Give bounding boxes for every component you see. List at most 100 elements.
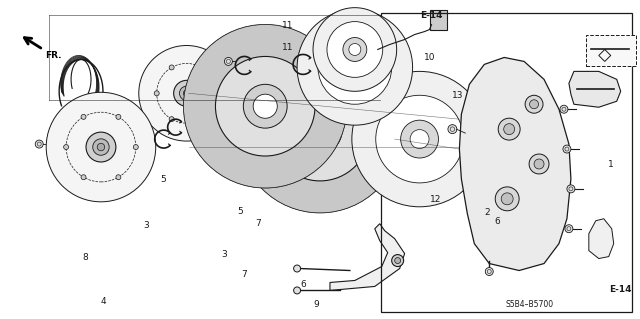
Text: 10: 10 <box>424 53 435 62</box>
Circle shape <box>212 53 318 159</box>
Circle shape <box>116 175 121 180</box>
Circle shape <box>327 22 383 78</box>
Text: 13: 13 <box>452 91 463 100</box>
Text: E-14: E-14 <box>420 11 443 20</box>
Circle shape <box>225 57 232 65</box>
Circle shape <box>504 124 515 135</box>
Circle shape <box>253 94 277 118</box>
Circle shape <box>298 109 342 153</box>
Circle shape <box>81 175 86 180</box>
Circle shape <box>116 115 121 119</box>
Circle shape <box>214 91 219 96</box>
Circle shape <box>154 91 159 96</box>
Circle shape <box>495 187 519 211</box>
Text: 9: 9 <box>313 300 319 309</box>
Circle shape <box>267 78 373 184</box>
Circle shape <box>529 154 549 174</box>
Circle shape <box>352 71 487 207</box>
Circle shape <box>563 145 571 153</box>
Text: 2: 2 <box>484 208 490 217</box>
Circle shape <box>270 81 370 181</box>
Circle shape <box>343 38 367 62</box>
Circle shape <box>264 75 376 187</box>
Text: FR.: FR. <box>45 51 61 61</box>
Circle shape <box>243 84 287 128</box>
Circle shape <box>534 159 544 169</box>
Circle shape <box>46 92 156 202</box>
Circle shape <box>410 130 429 149</box>
Circle shape <box>86 132 116 162</box>
Circle shape <box>294 287 301 294</box>
Circle shape <box>209 50 321 162</box>
Polygon shape <box>569 71 621 107</box>
Text: 4: 4 <box>100 297 106 306</box>
Circle shape <box>196 37 334 175</box>
Circle shape <box>93 139 109 155</box>
Circle shape <box>401 120 438 158</box>
Circle shape <box>529 100 538 109</box>
Circle shape <box>183 90 190 97</box>
Circle shape <box>179 86 194 100</box>
Circle shape <box>199 117 204 122</box>
Circle shape <box>392 255 404 267</box>
Circle shape <box>254 65 386 197</box>
Polygon shape <box>460 57 571 271</box>
Circle shape <box>448 125 457 134</box>
Text: 12: 12 <box>430 195 441 204</box>
Circle shape <box>35 140 44 148</box>
Circle shape <box>565 225 573 233</box>
Text: 3: 3 <box>143 221 148 230</box>
Circle shape <box>200 41 331 172</box>
Circle shape <box>313 8 397 91</box>
Circle shape <box>308 119 332 143</box>
Circle shape <box>199 65 204 70</box>
Circle shape <box>184 25 347 188</box>
Circle shape <box>144 82 152 90</box>
Text: 5: 5 <box>160 175 166 184</box>
Circle shape <box>238 49 402 213</box>
Circle shape <box>347 59 363 75</box>
Circle shape <box>560 105 568 113</box>
Circle shape <box>376 95 463 183</box>
Circle shape <box>206 47 324 166</box>
Circle shape <box>485 268 493 276</box>
Circle shape <box>190 31 340 182</box>
Circle shape <box>133 145 138 150</box>
Text: S5B4–B5700: S5B4–B5700 <box>505 300 553 309</box>
Circle shape <box>349 43 361 56</box>
Circle shape <box>173 80 200 106</box>
Bar <box>381 13 632 312</box>
Circle shape <box>294 265 301 272</box>
Circle shape <box>257 69 383 194</box>
Circle shape <box>318 31 392 104</box>
Polygon shape <box>589 219 614 259</box>
Circle shape <box>260 72 380 190</box>
Circle shape <box>184 25 347 188</box>
Circle shape <box>238 49 402 213</box>
Circle shape <box>525 95 543 113</box>
Circle shape <box>63 145 68 150</box>
Bar <box>429 10 447 30</box>
Circle shape <box>241 53 399 210</box>
Circle shape <box>297 10 413 125</box>
Circle shape <box>248 59 392 203</box>
Text: 8: 8 <box>82 253 88 262</box>
Circle shape <box>567 185 575 193</box>
Circle shape <box>270 81 370 181</box>
Polygon shape <box>330 224 404 290</box>
Text: 5: 5 <box>237 207 243 216</box>
Circle shape <box>203 44 328 169</box>
Text: 6: 6 <box>494 217 500 226</box>
Text: 6: 6 <box>300 280 306 289</box>
Circle shape <box>244 56 396 206</box>
Text: 7: 7 <box>241 270 247 279</box>
Text: E-14: E-14 <box>609 285 632 294</box>
Circle shape <box>193 34 337 178</box>
Circle shape <box>139 46 234 141</box>
Circle shape <box>251 62 389 200</box>
Text: 3: 3 <box>221 250 227 259</box>
Circle shape <box>216 56 315 156</box>
Text: 11: 11 <box>282 21 294 30</box>
Circle shape <box>498 118 520 140</box>
Circle shape <box>501 193 513 205</box>
